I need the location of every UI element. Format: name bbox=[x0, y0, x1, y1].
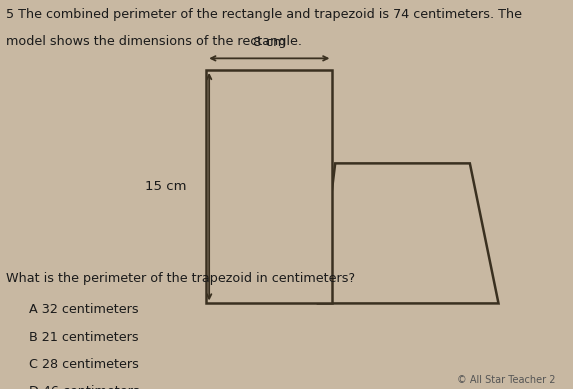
Polygon shape bbox=[318, 163, 499, 303]
Text: 8 cm: 8 cm bbox=[253, 36, 286, 49]
Text: model shows the dimensions of the rectangle.: model shows the dimensions of the rectan… bbox=[6, 35, 302, 48]
Text: 5 The combined perimeter of the rectangle and trapezoid is 74 centimeters. The: 5 The combined perimeter of the rectangl… bbox=[6, 8, 522, 21]
Text: © All Star Teacher 2: © All Star Teacher 2 bbox=[457, 375, 556, 385]
Text: A 32 centimeters: A 32 centimeters bbox=[29, 303, 138, 316]
Text: What is the perimeter of the trapezoid in centimeters?: What is the perimeter of the trapezoid i… bbox=[6, 272, 355, 285]
Text: B 21 centimeters: B 21 centimeters bbox=[29, 331, 138, 343]
Text: 15 cm: 15 cm bbox=[146, 180, 187, 193]
Text: D 46 centimeters: D 46 centimeters bbox=[29, 385, 139, 389]
Bar bbox=[206, 70, 332, 303]
Text: C 28 centimeters: C 28 centimeters bbox=[29, 358, 139, 371]
